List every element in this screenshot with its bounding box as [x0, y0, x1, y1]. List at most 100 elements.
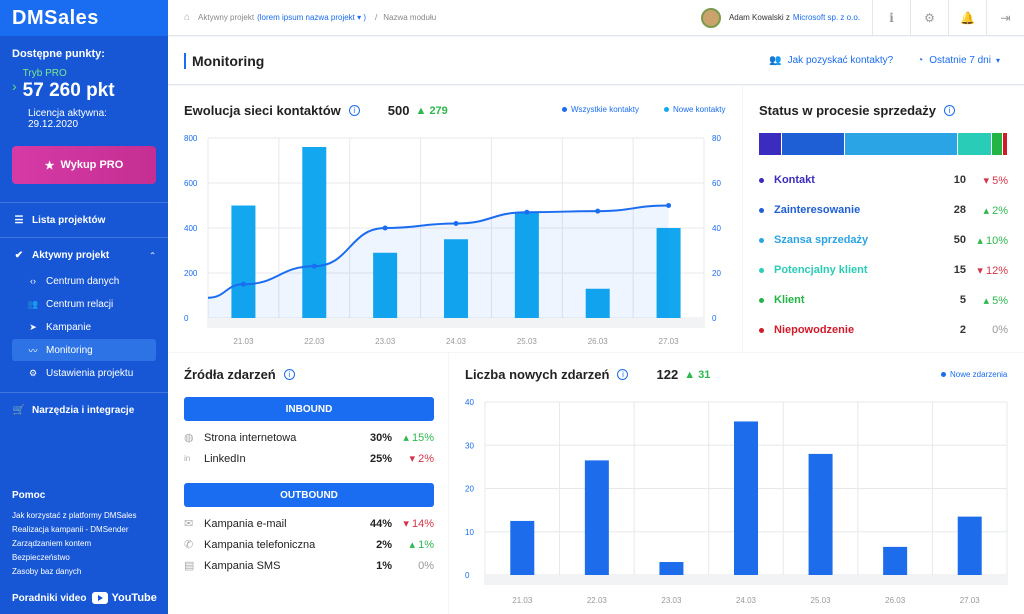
status-label: Klient	[774, 294, 805, 306]
source-change-value: 0%	[418, 559, 434, 572]
source-row[interactable]: ▤ Kampania SMS 1% 0%	[184, 555, 434, 576]
x-tick: 24.03	[736, 596, 757, 605]
sources-header: Źródła zdarzeń i	[184, 367, 295, 382]
project-selector[interactable]: (lorem ipsum nazwa projekt ▾ )	[257, 13, 367, 22]
notifications-button[interactable]: 🔔	[948, 0, 986, 36]
linkedin-icon: in	[184, 454, 191, 463]
legend-all-contacts[interactable]: Wszystkie kontakty	[562, 105, 639, 114]
info-icon[interactable]: i	[944, 105, 956, 116]
status-dot	[759, 327, 764, 333]
bar	[808, 453, 833, 575]
sidebar-item-label: Lista projektów	[32, 214, 106, 226]
divider	[0, 202, 168, 203]
status-row[interactable]: Klient 5 ▴ 5%	[759, 285, 1008, 315]
source-row[interactable]: ◍ Strona internetowa 30% ▴ 15%	[184, 427, 434, 448]
y-tick-left: 200	[184, 269, 198, 278]
line-point	[311, 263, 317, 269]
status-change: ▾ 5%	[983, 174, 1008, 187]
status-segment	[759, 133, 782, 155]
period-dropdown[interactable]: ◔ Ostatnie 7 dni ▾	[917, 55, 1000, 66]
x-tick: 22.03	[587, 596, 608, 605]
status-value: 15	[953, 264, 966, 276]
y-tick: 30	[465, 441, 474, 450]
evolution-header: Ewolucja sieci kontaktów i 500 ▲ 279	[184, 103, 448, 118]
status-row[interactable]: Szansa sprzedaży 50 ▴ 10%	[759, 225, 1008, 255]
info-icon[interactable]: i	[283, 369, 295, 380]
line-area	[208, 205, 669, 318]
legend-label: Nowe kontakty	[673, 105, 726, 114]
evolution-delta: ▲ 279	[415, 104, 448, 117]
legend-new-events[interactable]: Nowe zdarzenia	[941, 370, 1007, 379]
evolution-total: 500	[387, 103, 410, 118]
video-tutorials-link[interactable]: Poradniki video YouTube	[12, 592, 157, 604]
status-title: Status w procesie sprzedaży	[759, 103, 937, 118]
status-row[interactable]: Potencjalny klient 15 ▾ 12%	[759, 255, 1008, 285]
sidebar-item-tools[interactable]: 🛒 Narzędzia i integracje	[0, 395, 168, 425]
sidebar: DMSales Dostępne punkty: › Tryb PRO 57 2…	[0, 0, 168, 614]
avatar[interactable]	[700, 7, 721, 28]
info-icon[interactable]: i	[348, 105, 360, 116]
status-label: Potencjalny klient	[774, 264, 868, 276]
sidebar-item-active-project[interactable]: ✔ Aktywny projekt ⌃	[0, 240, 168, 270]
sidebar-item-relations[interactable]: 👥 Centrum relacji	[0, 293, 156, 315]
sidebar-item-monitoring[interactable]: 〰 Monitoring	[12, 339, 156, 361]
bar	[957, 516, 982, 575]
status-name: Kontakt	[759, 174, 940, 186]
source-name: Kampania e-mail	[204, 517, 287, 530]
sidebar-item-campaigns[interactable]: ➤ Kampanie	[0, 316, 156, 338]
source-row[interactable]: ✉ Kampania e-mail 44% ▾ 14%	[184, 513, 434, 534]
info-icon[interactable]: i	[617, 369, 629, 380]
status-change: ▴ 10%	[977, 234, 1008, 247]
status-row[interactable]: Niepowodzenie 2 0%	[759, 315, 1008, 345]
events-chart: 0 10 20 30 40 21.03 22.03 23.03 24.03 25.03 26.03 2…	[465, 398, 1008, 605]
outbound-header[interactable]: OUTBOUND	[184, 483, 434, 507]
help-link[interactable]: Zarządzaniem kontem	[12, 539, 92, 548]
y-tick-left: 600	[184, 179, 198, 188]
help-link[interactable]: Realizacja kampanii - DMSender	[12, 525, 129, 534]
help-link[interactable]: Bezpieczeństwo	[12, 553, 70, 562]
breadcrumb-active-project[interactable]: Aktywny projekt	[198, 13, 255, 22]
status-segment	[781, 133, 845, 155]
line-point	[240, 281, 246, 287]
buy-pro-button[interactable]: ★ Wykup PRO	[12, 146, 156, 184]
page-title: Monitoring	[184, 52, 769, 69]
home-icon[interactable]: ⌂	[184, 12, 191, 23]
help-link[interactable]: Jak korzystać z platformy DMSales	[12, 511, 137, 520]
breadcrumb-separator: /	[375, 13, 378, 22]
sidebar-item-project-settings[interactable]: ⚙ Ustawienia projektu	[0, 362, 156, 384]
source-name: Strona internetowa	[204, 431, 297, 444]
list-icon: ☰	[14, 214, 24, 226]
status-row[interactable]: Kontakt 10 ▾ 5%	[759, 165, 1008, 195]
y-tick-left: 0	[184, 314, 189, 323]
logout-button[interactable]: ⇥	[986, 0, 1024, 36]
breadcrumb: ⌂ Aktywny projekt (lorem ipsum nazwa pro…	[168, 12, 701, 23]
inbound-header[interactable]: INBOUND	[184, 397, 434, 421]
source-name: Kampania SMS	[204, 559, 281, 572]
help-link[interactable]: Zasoby baz danych	[12, 567, 82, 576]
sidebar-item-data-center[interactable]: ‹› Centrum danych	[0, 270, 156, 292]
period-label: Ostatnie 7 dni	[929, 55, 991, 66]
sidebar-item-label: Aktywny projekt	[32, 249, 110, 261]
clock-icon: ◔	[917, 55, 924, 66]
events-header: Liczba nowych zdarzeń i 122 ▲ 31	[465, 367, 710, 382]
y-tick: 0	[465, 571, 470, 580]
source-row[interactable]: in LinkedIn 25% ▾ 2%	[184, 448, 434, 469]
events-panel: Liczba nowych zdarzeń i 122 ▲ 31 Nowe zd…	[449, 353, 1024, 614]
events-delta: ▲ 31	[684, 368, 711, 381]
user-menu[interactable]: Adam Kowalski z Microsoft sp. z o.o.	[700, 7, 872, 28]
source-percent: 2%	[376, 538, 392, 551]
settings-button[interactable]: ⚙	[910, 0, 948, 36]
status-row[interactable]: Zainteresowanie 28 ▴ 2%	[759, 195, 1008, 225]
sidebar-item-projects[interactable]: ☰ Lista projektów	[0, 205, 168, 235]
bar	[510, 520, 535, 575]
status-segment	[1003, 133, 1008, 155]
how-to-get-contacts-link[interactable]: 👥 Jak pozyskać kontakty?	[769, 55, 893, 66]
source-change-value: 14%	[411, 518, 434, 530]
x-tick: 21.03	[233, 337, 254, 346]
source-row[interactable]: ✆ Kampania telefoniczna 2% ▴ 1%	[184, 534, 434, 555]
how-to-get-contacts-label: Jak pozyskać kontakty?	[787, 55, 894, 66]
info-button[interactable]: i	[872, 0, 910, 36]
legend-new-contacts[interactable]: Nowe kontakty	[664, 105, 725, 114]
sources-title: Źródła zdarzeń	[184, 367, 276, 382]
logo[interactable]: DMSales	[0, 0, 168, 36]
